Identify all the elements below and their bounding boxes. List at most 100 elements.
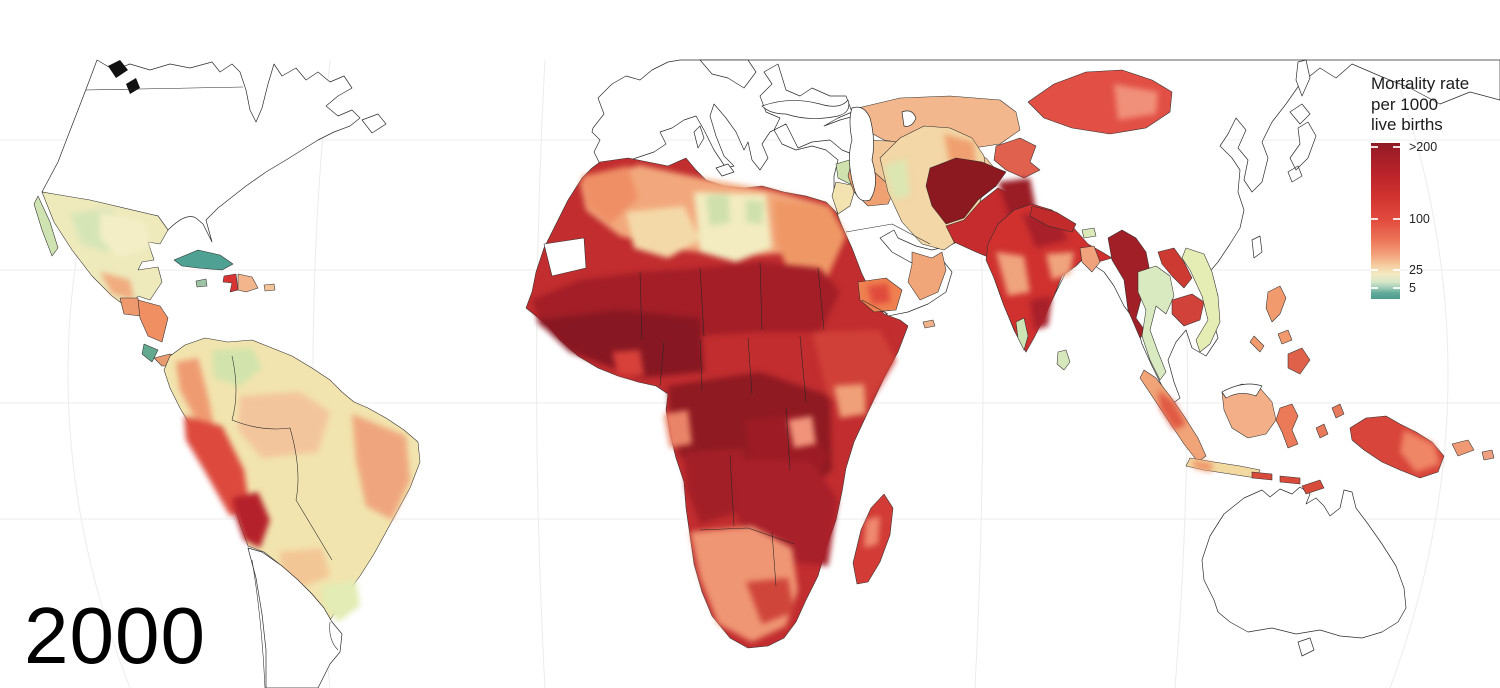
india-dark-patch-south <box>1030 296 1052 330</box>
region-sulawesi <box>1275 403 1299 449</box>
region-laos <box>1157 247 1193 289</box>
meridian-3 <box>536 59 546 688</box>
legend-tick-5: 5 <box>1409 281 1416 296</box>
algeria-cream-patch <box>626 206 700 258</box>
yemen-red-patch <box>868 284 890 304</box>
mexico-cream-patch <box>100 212 150 258</box>
region-india <box>985 203 1113 353</box>
outline-newfoundland <box>361 113 387 134</box>
country-borders <box>85 86 931 688</box>
south-brazil-green-patch <box>322 580 360 622</box>
region-sri-lanka <box>1056 349 1071 371</box>
south-america-texture <box>176 348 410 622</box>
region-myanmar <box>1107 229 1151 339</box>
png-orange-patch <box>1400 430 1440 472</box>
region-kerala <box>1015 317 1029 351</box>
venezuela-green-patch <box>212 348 262 386</box>
outline-scandinavia <box>699 59 757 89</box>
region-puerto-rico <box>263 283 276 292</box>
region-vietnam <box>1181 247 1221 353</box>
libya-green-patch-2 <box>746 200 764 224</box>
region-socotra <box>922 319 936 329</box>
region-solomon-islands <box>1481 449 1495 461</box>
region-bangladesh <box>1079 245 1101 273</box>
outline-southern-cone <box>247 547 343 688</box>
outline-australia <box>1201 486 1407 639</box>
bolivia-dark-patch <box>232 492 270 548</box>
outline-black-sea <box>761 99 850 119</box>
region-guatemala <box>119 297 141 317</box>
region-dominican-republic <box>237 273 259 293</box>
region-nepal <box>1029 205 1077 233</box>
legend-title: Mortality rate per 1000 live births <box>1371 74 1470 135</box>
region-palawan <box>1249 335 1265 353</box>
legend-gradient-bar <box>1371 143 1400 300</box>
region-kyrgyzstan-tajikistan <box>993 137 1041 179</box>
region-lesser-sunda <box>1251 471 1325 495</box>
region-kazakhstan <box>857 95 1021 151</box>
legend-tick-200: >200 <box>1409 140 1438 155</box>
region-afghanistan <box>925 157 1007 225</box>
region-thailand <box>1137 265 1175 381</box>
iran-green-patch <box>884 158 910 200</box>
legend-tick-mark <box>1393 287 1400 290</box>
amazon-salmon-patch <box>238 392 330 458</box>
legend-tick-mark <box>1371 218 1378 221</box>
region-haiti <box>222 273 239 293</box>
india-salmon-patch-west <box>996 252 1030 296</box>
outline-sicily <box>715 163 735 177</box>
brazil-ne-salmon-patch <box>352 414 410 520</box>
region-maluku <box>1315 403 1345 439</box>
legend-tick-100: 100 <box>1409 212 1430 227</box>
region-philippines-mindanao <box>1287 347 1311 375</box>
mongolia-light-patch <box>1114 84 1158 120</box>
legend-tick-mark <box>1371 269 1378 272</box>
region-baja <box>33 195 59 257</box>
region-jamaica <box>195 278 208 288</box>
egypt-orange-patch <box>774 200 846 280</box>
libya-green-patch-1 <box>706 194 730 226</box>
legend: Mortality rate per 1000 live births >200… <box>1371 74 1496 300</box>
arctic-island-2 <box>126 78 140 94</box>
java-salmon-patch <box>1192 460 1212 472</box>
region-philippines-visayas <box>1277 329 1293 345</box>
outline-sakhalin <box>1295 59 1311 97</box>
region-philippines-luzon <box>1265 285 1287 323</box>
outline-borneo-north <box>1221 383 1263 399</box>
legend-tick-mark <box>1393 146 1400 149</box>
region-cambodia <box>1171 293 1205 327</box>
mexico-texture <box>70 208 150 300</box>
outline-taiwan <box>1251 235 1263 259</box>
outline-caspian-sea <box>849 106 876 202</box>
ethiopia-red-patch <box>812 330 896 406</box>
legend-tick-25: 25 <box>1409 263 1423 278</box>
region-bhutan <box>1081 227 1097 239</box>
uganda-light-patch <box>788 416 816 448</box>
colombia-orange-patch <box>176 358 214 426</box>
region-costa-rica <box>141 343 159 363</box>
morocco-salmon-patch <box>582 166 638 224</box>
region-new-britain <box>1451 439 1475 457</box>
outline-sardinia <box>693 125 705 149</box>
india-salmon-patch-east <box>1046 252 1074 280</box>
legend-colorbar: >200 100 25 5 <box>1371 140 1437 300</box>
mexico-orange-patch <box>100 272 134 300</box>
south-africa-red-patch <box>746 578 794 624</box>
meridian-frame-right <box>1389 59 1449 688</box>
gabon-salmon-patch <box>664 410 692 448</box>
arctic-island-1 <box>108 60 128 78</box>
region-cuba <box>173 249 234 271</box>
legend-tick-mark <box>1371 146 1378 149</box>
region-honduras-nicaragua <box>137 299 169 343</box>
outline-japan <box>1287 103 1317 183</box>
outline-north-america <box>41 59 361 243</box>
legend-tick-mark <box>1393 269 1400 272</box>
year-label: 2000 <box>24 591 206 680</box>
outline-tasmania <box>1297 637 1315 657</box>
peru-red-patch <box>184 416 250 516</box>
outline-aral-sea <box>901 110 917 127</box>
africa-texture <box>532 165 896 642</box>
region-mongolia <box>1027 69 1173 135</box>
